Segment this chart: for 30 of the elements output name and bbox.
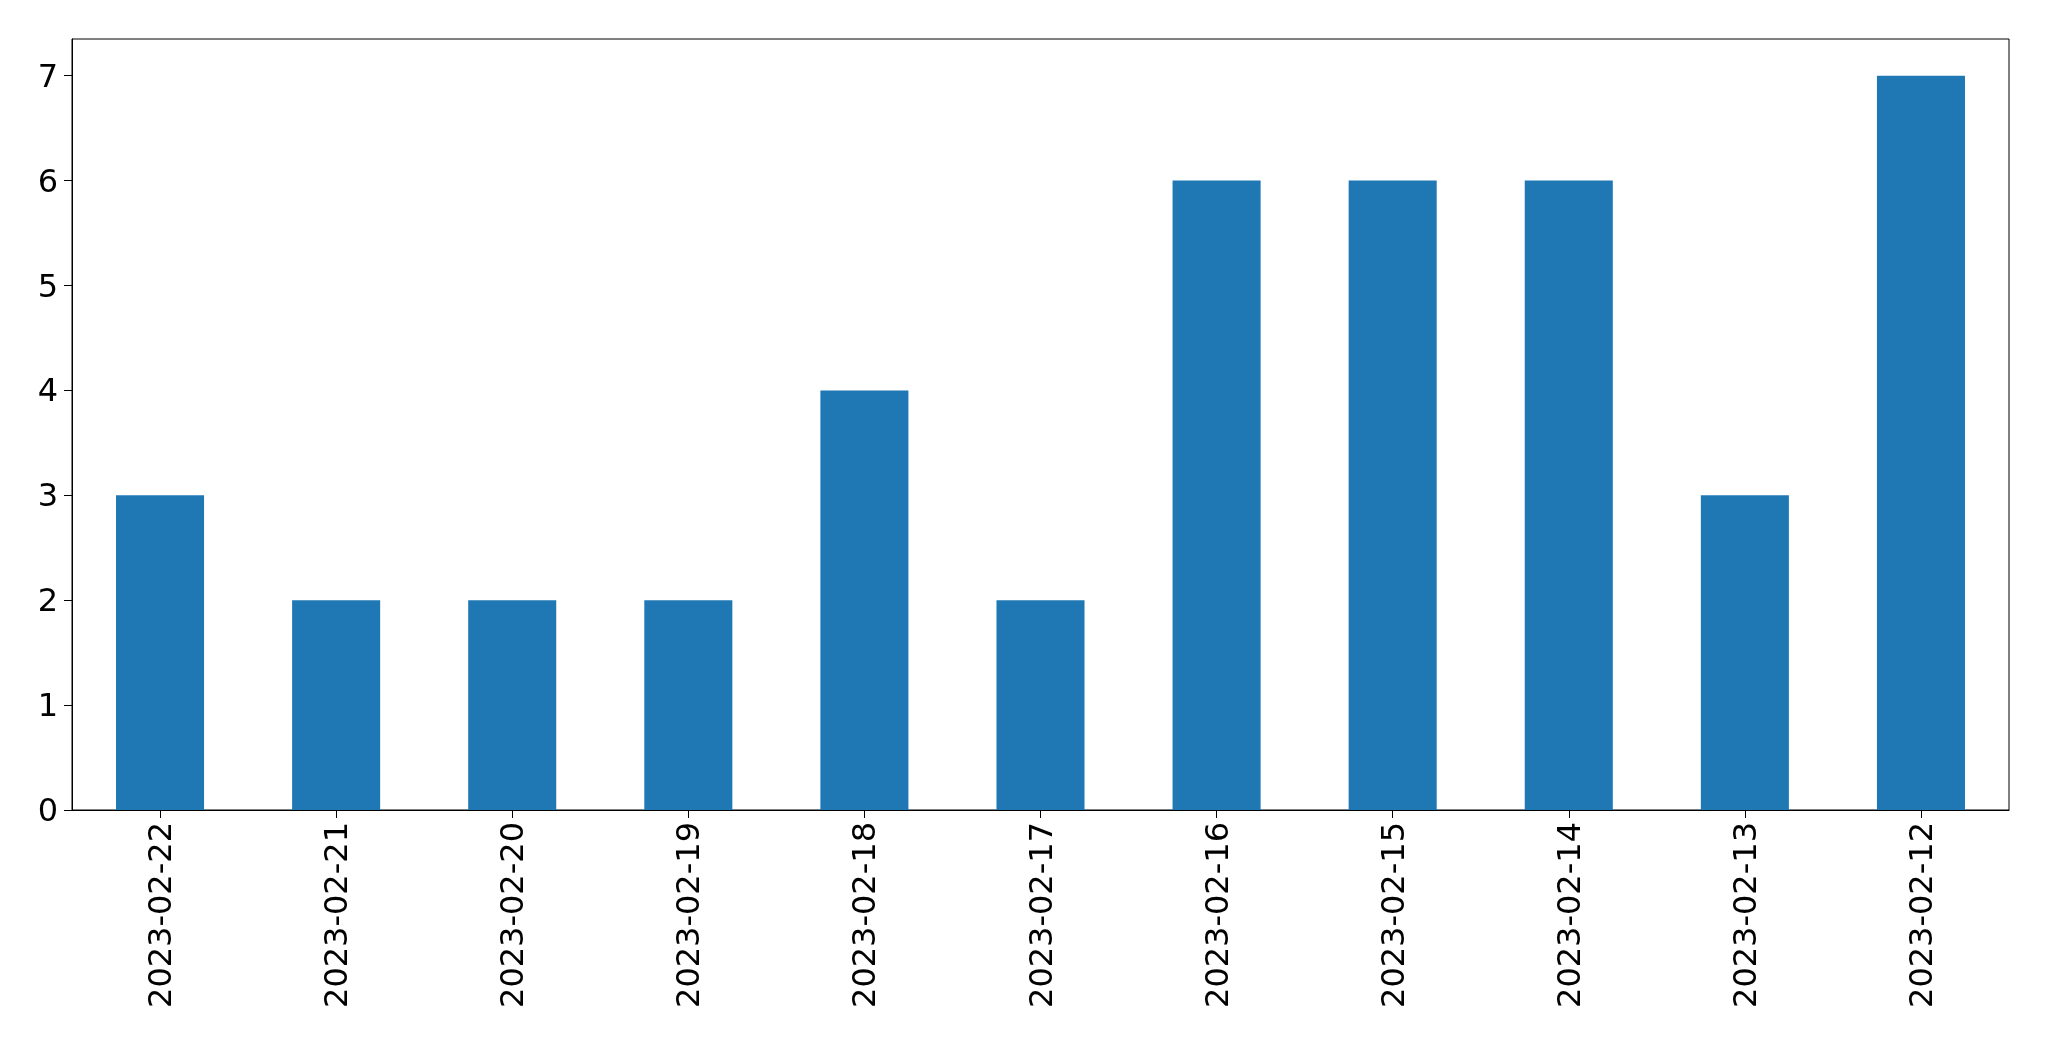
y-tick-label: 5 (37, 266, 58, 305)
bar (468, 600, 557, 810)
x-tick-label: 2023-02-21 (317, 822, 356, 1008)
bar (1700, 495, 1789, 810)
y-tick-label: 7 (37, 56, 58, 95)
x-tick-label: 2023-02-18 (845, 822, 884, 1008)
x-tick-label: 2023-02-13 (1725, 822, 1764, 1008)
x-tick-label: 2023-02-12 (1901, 822, 1940, 1008)
x-tick-label: 2023-02-15 (1373, 822, 1412, 1008)
y-tick-label: 3 (37, 476, 58, 515)
x-tick-label: 2023-02-20 (493, 822, 532, 1008)
x-tick-label: 2023-02-19 (669, 822, 708, 1008)
bar (1876, 75, 1965, 810)
y-tick-label: 2 (37, 581, 58, 620)
y-tick-label: 1 (37, 686, 58, 725)
bar (644, 600, 733, 810)
bar (996, 600, 1085, 810)
x-tick-label: 2023-02-16 (1197, 822, 1236, 1008)
bar (1348, 180, 1437, 810)
x-tick-label: 2023-02-14 (1549, 822, 1588, 1008)
bar (116, 495, 205, 810)
x-tick-label: 2023-02-22 (141, 822, 180, 1008)
bar (292, 600, 381, 810)
bar (1524, 180, 1613, 810)
y-tick-label: 4 (37, 371, 58, 410)
bar (820, 390, 909, 810)
y-tick-label: 0 (37, 791, 58, 829)
y-tick-label: 6 (37, 161, 58, 200)
x-tick-label: 2023-02-17 (1021, 822, 1060, 1008)
bar (1172, 180, 1261, 810)
